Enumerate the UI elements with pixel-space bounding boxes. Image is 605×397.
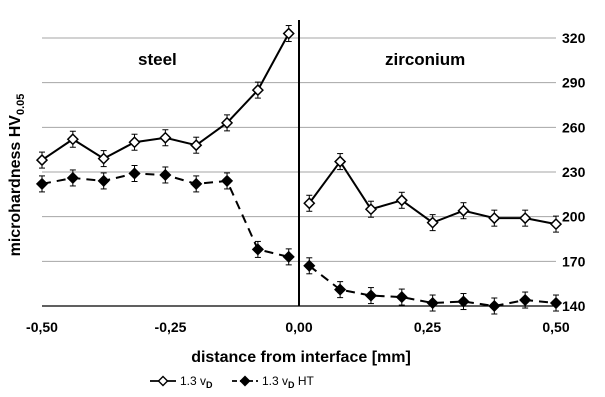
y-tick-label: 260 [562, 119, 586, 135]
data-point [488, 212, 501, 225]
data-point [395, 194, 408, 207]
data-point [251, 84, 264, 97]
data-point [395, 291, 408, 304]
data-point [35, 154, 49, 167]
data-point [190, 177, 203, 190]
series-1.3-vD-HT [35, 164, 563, 315]
data-point [220, 174, 234, 187]
data-point [190, 139, 203, 152]
data-point [66, 133, 79, 146]
legend-label: 1.3 vD HT [262, 374, 315, 390]
data-point [159, 131, 172, 144]
data-point [549, 296, 563, 310]
y-tick-label: 230 [562, 164, 586, 180]
data-point [128, 136, 141, 149]
x-tick-label: 0,25 [414, 319, 441, 335]
data-point [519, 293, 532, 307]
data-point [426, 216, 439, 229]
data-point [66, 171, 79, 185]
y-axis-title: microhardness HV0.05 [7, 94, 27, 257]
data-point [303, 197, 316, 210]
data-point [220, 116, 234, 129]
y-tick-label: 200 [562, 209, 586, 225]
y-axis-title-sub: 0.05 [15, 94, 27, 115]
region-label-zirconium: zirconium [385, 50, 465, 69]
data-point [159, 168, 172, 182]
y-tick-label: 170 [562, 253, 586, 269]
data-point [128, 167, 141, 180]
series-1.3-vD [35, 25, 563, 233]
x-axis-title: distance from interface [mm] [191, 349, 411, 366]
x-tick-label: 0,00 [285, 319, 312, 335]
series-layer [35, 25, 563, 315]
data-point [35, 177, 49, 190]
data-point [334, 283, 347, 296]
legend-marker [239, 375, 251, 387]
region-label-steel: steel [138, 50, 177, 69]
data-point [303, 259, 316, 272]
data-point [364, 203, 378, 216]
y-axis-title-main: microhardness HV [7, 115, 24, 257]
series-line [308, 265, 557, 308]
data-point [549, 218, 563, 231]
data-point [488, 299, 501, 313]
series-line [41, 172, 289, 258]
x-tick-label: -0,25 [155, 319, 187, 335]
data-point [364, 289, 378, 302]
data-point [457, 295, 470, 308]
legend: 1.3 vD 1.3 vD HT [150, 374, 315, 390]
y-tick-label: 290 [562, 75, 586, 91]
data-point [282, 27, 295, 40]
x-tick-label: -0,50 [26, 319, 58, 335]
legend-item-1.3-vD-HT: 1.3 vD HT [232, 374, 315, 390]
data-point [282, 250, 295, 263]
y-tick-labels: 140 170 200 230 260 290 320 [562, 30, 586, 314]
data-point [97, 152, 110, 165]
data-point [426, 296, 439, 310]
x-tick-labels: -0,50 -0,25 0,00 0,25 0,50 [26, 319, 570, 335]
y-tick-label: 320 [562, 30, 586, 46]
legend-marker [157, 375, 169, 387]
legend-item-1.3-vD: 1.3 vD [150, 374, 213, 390]
x-tick-label: 0,50 [542, 319, 569, 335]
data-point [251, 243, 264, 256]
y-tick-label: 140 [562, 298, 586, 314]
data-point [519, 212, 532, 225]
data-point [457, 204, 470, 217]
data-point [97, 174, 110, 187]
data-point [334, 155, 347, 168]
legend-label: 1.3 vD [180, 374, 213, 390]
